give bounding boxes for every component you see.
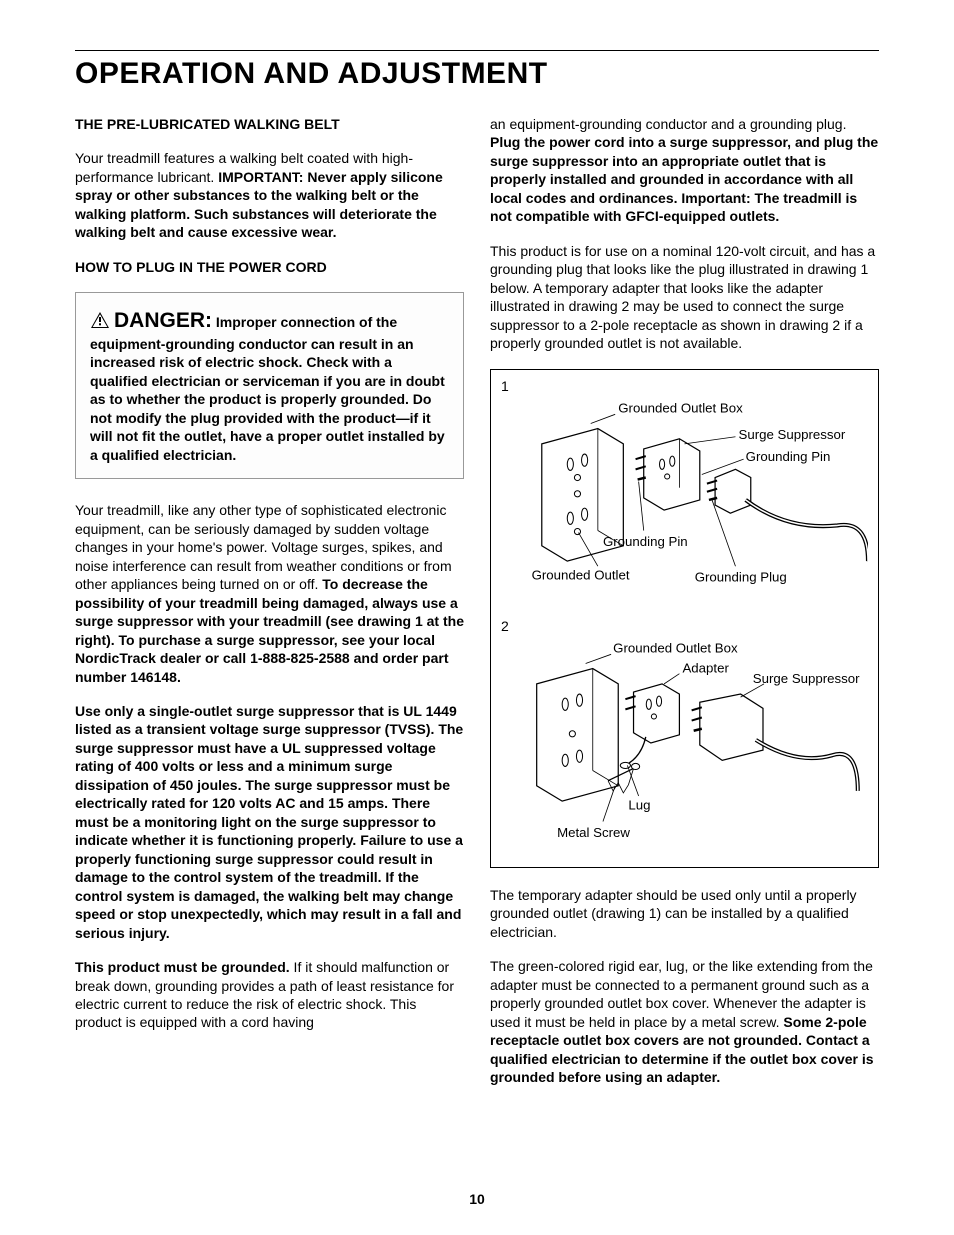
label-metal-screw: Metal Screw	[557, 824, 630, 839]
label-grounding-pin-bottom: Grounding Pin	[603, 533, 688, 548]
page-title: OPERATION AND ADJUSTMENT	[75, 57, 879, 91]
document-page: OPERATION AND ADJUSTMENT THE PRE-LUBRICA…	[0, 0, 954, 1235]
danger-body: Improper connection of the equipment-gro…	[90, 314, 445, 463]
paragraph-surge: Your treadmill, like any other type of s…	[75, 501, 464, 686]
label-grounded-outlet: Grounded Outlet	[532, 567, 630, 582]
bold-text: This product must be grounded.	[75, 959, 290, 975]
paragraph-grounded: This product must be grounded. If it sho…	[75, 958, 464, 1032]
label-grounding-plug: Grounding Plug	[695, 569, 787, 584]
danger-label: DANGER:	[114, 309, 212, 332]
left-column: THE PRE-LUBRICATED WALKING BELT Your tre…	[75, 115, 464, 1103]
page-number: 10	[0, 1191, 954, 1207]
label-grounded-outlet-box-1: Grounded Outlet Box	[618, 400, 743, 415]
diagram-1-svg: Grounded Outlet Box Surge Suppressor Gro…	[501, 398, 868, 612]
paragraph-temp-adapter: The temporary adapter should be used onl…	[490, 886, 879, 941]
bold-text: Plug the power cord into a surge suppres…	[490, 134, 878, 224]
subhead-belt: THE PRE-LUBRICATED WALKING BELT	[75, 115, 464, 133]
danger-callout: DANGER: Improper connection of the equip…	[75, 292, 464, 479]
paragraph-plug-cont: an equipment-grounding conductor and a g…	[490, 115, 879, 226]
right-column: an equipment-grounding conductor and a g…	[490, 115, 879, 1103]
bold-text: To decrease the possibility of your trea…	[75, 576, 464, 684]
label-adapter: Adapter	[682, 660, 729, 675]
diagram-box: 1	[490, 369, 879, 868]
diagram-2-number: 2	[501, 618, 868, 634]
label-lug: Lug	[628, 797, 650, 812]
diagram-2-svg: Grounded Outlet Box Adapter Surge Suppre…	[501, 638, 868, 857]
subhead-plug: HOW TO PLUG IN THE POWER CORD	[75, 258, 464, 276]
paragraph-ul1449: Use only a single-outlet surge suppresso…	[75, 702, 464, 942]
label-grounded-outlet-box-2: Grounded Outlet Box	[613, 640, 738, 655]
two-column-layout: THE PRE-LUBRICATED WALKING BELT Your tre…	[75, 115, 879, 1103]
paragraph-120v: This product is for use on a nominal 120…	[490, 242, 879, 353]
danger-paragraph: DANGER: Improper connection of the equip…	[90, 307, 449, 464]
diagram-1-number: 1	[501, 378, 868, 394]
warning-icon	[90, 311, 110, 333]
title-rule	[75, 50, 879, 51]
text: an equipment-grounding conductor and a g…	[490, 116, 847, 132]
paragraph-lug: The green-colored rigid ear, lug, or the…	[490, 957, 879, 1086]
paragraph-belt: Your treadmill features a walking belt c…	[75, 149, 464, 241]
label-surge-suppressor-1: Surge Suppressor	[739, 426, 846, 441]
label-grounding-pin-top: Grounding Pin	[746, 449, 831, 464]
label-surge-suppressor-2: Surge Suppressor	[753, 671, 860, 686]
